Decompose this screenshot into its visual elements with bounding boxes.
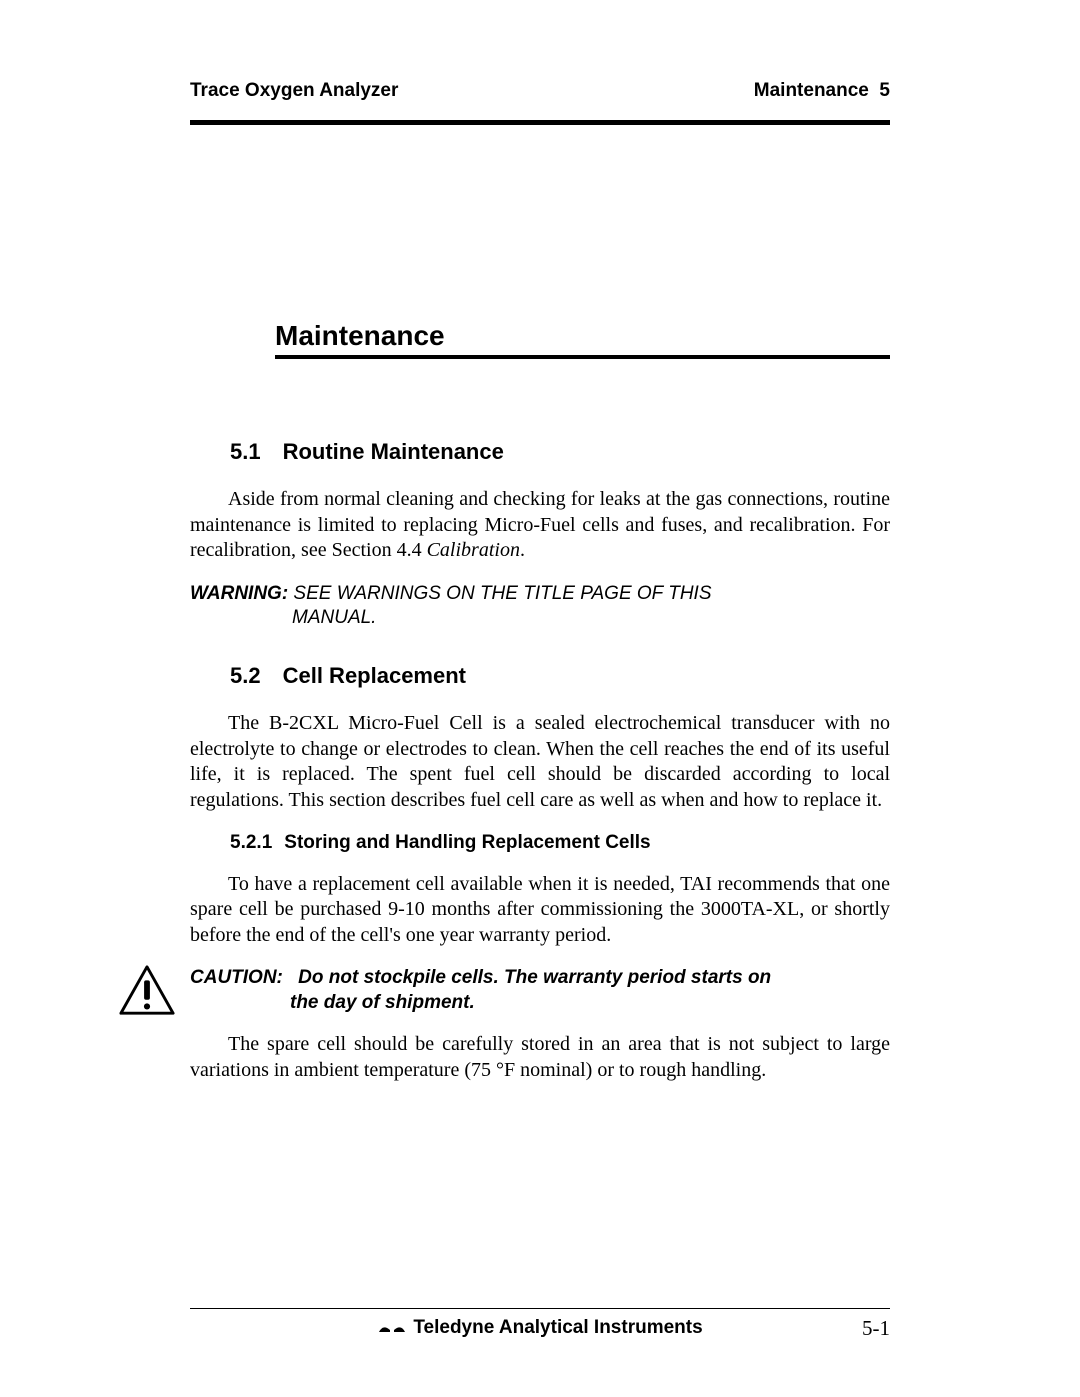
calibration-reference: Calibration — [427, 539, 520, 561]
teledyne-logo-icon — [377, 1320, 407, 1336]
header-right-section: Maintenance 5 — [754, 80, 890, 102]
caution-text: CAUTION: Do not stockpile cells. The war… — [190, 966, 890, 1015]
para-text-a: Aside from normal cleaning and checking … — [190, 488, 890, 561]
page-footer: Teledyne Analytical Instruments 5-1 — [190, 1308, 890, 1339]
header-section-label: Maintenance — [754, 80, 869, 101]
warning-text-line1: SEE WARNINGS ON THE TITLE PAGE OF THIS — [288, 583, 711, 604]
warning-block: WARNING: SEE WARNINGS ON THE TITLE PAGE … — [190, 582, 890, 631]
warning-triangle-icon — [118, 962, 176, 1020]
header-chapter-number: 5 — [879, 80, 890, 101]
caution-label: CAUTION: — [190, 967, 283, 988]
para-storing-2: The spare cell should be carefully store… — [190, 1032, 890, 1083]
footer-row: Teledyne Analytical Instruments 5-1 — [190, 1317, 890, 1339]
subsection-heading-5-2-1: 5.2.1 Storing and Handling Replacement Ce… — [230, 832, 890, 854]
para-storing-1: To have a replacement cell available whe… — [190, 872, 890, 949]
subsection-title: Storing and Handling Replacement Cells — [284, 832, 650, 853]
section-number: 5.2 — [230, 663, 261, 688]
footer-company: Teledyne Analytical Instruments — [377, 1317, 702, 1339]
section-heading-5-2: 5.2 Cell Replacement — [230, 663, 890, 689]
document-page: Trace Oxygen Analyzer Maintenance 5 Main… — [0, 0, 1080, 1397]
caution-body-line1: Do not stockpile cells. The warranty per… — [298, 967, 771, 988]
warning-text-line2: MANUAL. — [292, 606, 890, 631]
footer-company-text: Teledyne Analytical Instruments — [413, 1317, 702, 1339]
section-heading-5-1: 5.1 Routine Maintenance — [230, 439, 890, 465]
chapter-title: Maintenance — [275, 320, 890, 359]
para-text-c: . — [520, 539, 525, 561]
section-title: Cell Replacement — [283, 663, 466, 688]
para-cell-replacement: The B-2CXL Micro-Fuel Cell is a sealed e… — [190, 711, 890, 813]
chapter-title-container: Maintenance — [275, 320, 890, 359]
para-routine-maintenance: Aside from normal cleaning and checking … — [190, 487, 890, 564]
section-title: Routine Maintenance — [283, 439, 504, 464]
header-left-title: Trace Oxygen Analyzer — [190, 80, 398, 102]
content-body: 5.1 Routine Maintenance Aside from normal… — [190, 439, 890, 1084]
section-number: 5.1 — [230, 439, 261, 464]
warning-label: WARNING: — [190, 583, 288, 604]
page-header: Trace Oxygen Analyzer Maintenance 5 — [190, 80, 890, 102]
header-rule — [190, 120, 890, 125]
caution-block: CAUTION: Do not stockpile cells. The war… — [118, 966, 890, 1020]
footer-page-number: 5-1 — [862, 1316, 890, 1341]
caution-body-line2: the day of shipment. — [290, 991, 890, 1016]
subsection-number: 5.2.1 — [230, 832, 272, 853]
footer-rule — [190, 1308, 890, 1309]
